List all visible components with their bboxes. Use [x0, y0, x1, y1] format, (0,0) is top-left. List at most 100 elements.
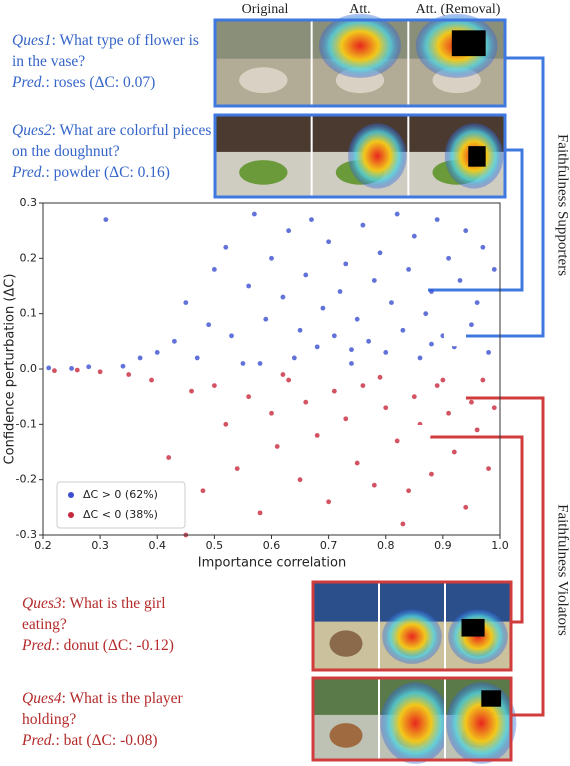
- point: [297, 327, 303, 333]
- point: [434, 383, 440, 388]
- column-header: Att.: [349, 2, 370, 17]
- highlight-ring: [443, 386, 465, 408]
- point: [491, 267, 497, 272]
- side-label: Faithfulness Supporters: [555, 134, 570, 276]
- point: [383, 405, 389, 411]
- point: [354, 316, 360, 322]
- point: [480, 244, 486, 250]
- point: [474, 427, 480, 433]
- point: [446, 410, 451, 416]
- point: [394, 211, 400, 217]
- column-header: Att. (Removal): [416, 2, 501, 17]
- point: [383, 350, 389, 355]
- photo-object: [329, 723, 363, 748]
- point: [46, 365, 52, 371]
- point: [166, 455, 172, 460]
- connector: [428, 435, 524, 624]
- point: [349, 361, 354, 366]
- heatmap: [448, 609, 508, 664]
- point: [400, 327, 406, 333]
- pred-label: Pred.: [22, 637, 56, 654]
- point: [171, 338, 177, 344]
- point: [194, 355, 200, 361]
- point: [406, 488, 411, 494]
- point: [314, 344, 320, 350]
- heatmap: [348, 123, 407, 189]
- y-tick-label: 0.2: [20, 251, 38, 264]
- question: : What type of flower is in the vase?: [12, 32, 199, 70]
- point: [263, 316, 269, 322]
- x-tick-label: 0.6: [263, 539, 281, 552]
- caption: Ques2: What are colorful pieces on the d…: [12, 120, 212, 183]
- point: [446, 255, 451, 261]
- point: [411, 394, 417, 400]
- point: [486, 466, 491, 471]
- point: [480, 377, 486, 383]
- connector: [466, 396, 545, 717]
- point: [52, 368, 57, 374]
- point: [491, 405, 497, 411]
- point: [183, 300, 189, 305]
- point: [69, 366, 74, 371]
- panel-border: [311, 580, 513, 672]
- photo-object: [239, 67, 288, 94]
- legend-label: ΔC > 0 (62%): [83, 488, 158, 501]
- point: [280, 372, 286, 377]
- point: [211, 267, 217, 272]
- point: [269, 410, 274, 416]
- y-tick-label: -0.3: [16, 528, 37, 541]
- point: [211, 383, 217, 388]
- heatmap: [380, 682, 451, 764]
- prediction: : powder (ΔC: 0.16): [45, 164, 170, 181]
- legend-marker: [68, 512, 74, 518]
- point: [257, 510, 263, 516]
- x-tick-label: 0.8: [377, 539, 395, 552]
- point: [389, 300, 394, 305]
- pred-label: Pred.: [12, 164, 46, 181]
- point: [463, 228, 469, 234]
- question: : What is the girl eating?: [22, 595, 166, 633]
- point: [326, 239, 332, 245]
- x-tick-label: 0.9: [434, 539, 452, 552]
- point: [297, 477, 303, 483]
- point: [303, 272, 309, 278]
- point: [286, 377, 292, 383]
- point: [149, 377, 154, 383]
- point: [291, 355, 297, 361]
- point: [240, 361, 246, 366]
- panel-border: [213, 113, 507, 199]
- point: [469, 399, 474, 405]
- point: [269, 255, 274, 261]
- point: [354, 460, 360, 466]
- panel-border: [311, 676, 513, 762]
- connector: [428, 148, 524, 292]
- point: [103, 217, 109, 223]
- point: [251, 211, 257, 217]
- panel-border: [213, 18, 507, 108]
- point: [429, 341, 434, 347]
- point: [229, 333, 234, 339]
- point: [343, 261, 349, 267]
- point: [434, 217, 440, 223]
- y-tick-label: 0.3: [20, 196, 38, 209]
- point: [326, 499, 332, 505]
- heatmap: [382, 609, 442, 664]
- point: [86, 364, 92, 370]
- x-tick-label: 0.3: [91, 539, 109, 552]
- caption: Ques4: What is the player holding? Pred.:…: [22, 688, 217, 751]
- removal-mask: [481, 690, 502, 707]
- point: [120, 363, 126, 369]
- point: [309, 217, 314, 223]
- removal-mask: [461, 618, 485, 637]
- point: [360, 383, 366, 388]
- prediction: : donut (ΔC: -0.12): [55, 637, 174, 654]
- point: [286, 228, 292, 234]
- caption: Ques3: What is the girl eating? Pred.: do…: [22, 593, 212, 656]
- highlight-ring: [443, 325, 465, 347]
- point: [371, 278, 377, 283]
- column-header: Original: [242, 2, 289, 17]
- question: : What are colorful pieces on the doughn…: [12, 122, 212, 160]
- point: [337, 289, 343, 294]
- point: [189, 388, 194, 394]
